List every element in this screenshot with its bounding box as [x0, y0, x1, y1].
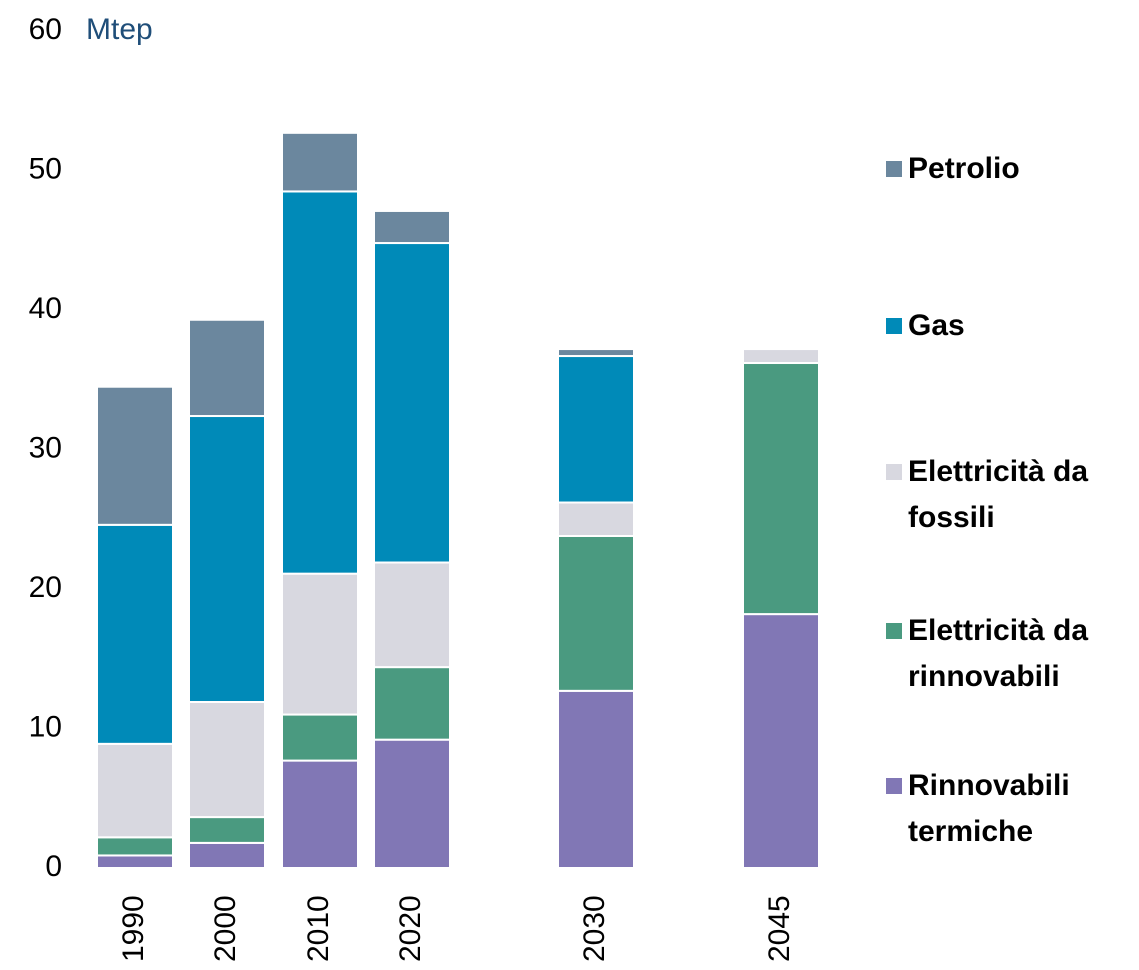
x-tick-label: 2010	[302, 895, 335, 962]
bar-segment	[96, 385, 174, 526]
legend-item: Rinnovabili termiche	[886, 763, 1136, 855]
legend-label: Elettricità da fossili	[908, 455, 1089, 534]
y-tick-label: 0	[45, 850, 62, 883]
legend-label: Petrolio	[908, 152, 1020, 185]
bar-segment	[373, 738, 451, 869]
bar-segment	[281, 572, 359, 716]
bar-segment	[373, 242, 451, 564]
bar-segment	[188, 700, 266, 819]
legend-label: Gas	[908, 309, 965, 342]
bar-segment	[557, 534, 635, 692]
x-tick-label: 2000	[209, 895, 242, 962]
legend-item: Elettricità da rinnovabili	[886, 608, 1136, 700]
bar-segment	[188, 841, 266, 870]
legend-swatch	[886, 318, 902, 334]
y-tick-label: 60	[29, 13, 62, 46]
bar-segment	[96, 836, 174, 857]
legend-swatch	[886, 161, 902, 177]
legend-label: Elettricità da rinnovabili	[908, 614, 1089, 693]
x-tick-label: 2020	[394, 895, 427, 962]
bar-segment	[557, 355, 635, 504]
bar-segment	[281, 190, 359, 575]
bar-segment	[557, 689, 635, 870]
bar-segment	[373, 561, 451, 669]
bar-segment	[373, 666, 451, 741]
bar-segment	[188, 415, 266, 703]
y-tick-label: 20	[29, 571, 62, 604]
bar-segment	[742, 348, 820, 365]
legend-item: Petrolio	[886, 146, 1136, 192]
bar-segment	[96, 742, 174, 839]
bar-segment	[557, 348, 635, 358]
y-tick-label: 40	[29, 292, 62, 325]
y-unit: Mtep	[86, 13, 153, 46]
bar-segment	[373, 209, 451, 245]
bar-segment	[742, 613, 820, 869]
bar-segment	[96, 523, 174, 745]
bar-segment	[281, 713, 359, 762]
bar-segment	[188, 816, 266, 844]
bar-segment	[557, 501, 635, 537]
y-tick-label: 10	[29, 710, 62, 743]
y-tick-label: 30	[29, 431, 62, 464]
legend-swatch	[886, 778, 902, 794]
bar-segment	[742, 362, 820, 616]
bar-segment	[281, 759, 359, 870]
bar-segment	[281, 131, 359, 193]
x-tick-label: 2030	[578, 895, 611, 962]
x-tick-label: 1990	[117, 895, 150, 962]
legend-swatch	[886, 464, 902, 480]
bar-segment	[188, 318, 266, 418]
x-tick-label: 2045	[763, 895, 796, 962]
legend-item: Elettricità da fossili	[886, 449, 1136, 541]
y-tick-label: 50	[29, 152, 62, 185]
bar-segment	[96, 854, 174, 870]
legend-label: Rinnovabili termiche	[908, 769, 1070, 848]
legend-item: Gas	[886, 303, 1136, 349]
legend-swatch	[886, 623, 902, 639]
